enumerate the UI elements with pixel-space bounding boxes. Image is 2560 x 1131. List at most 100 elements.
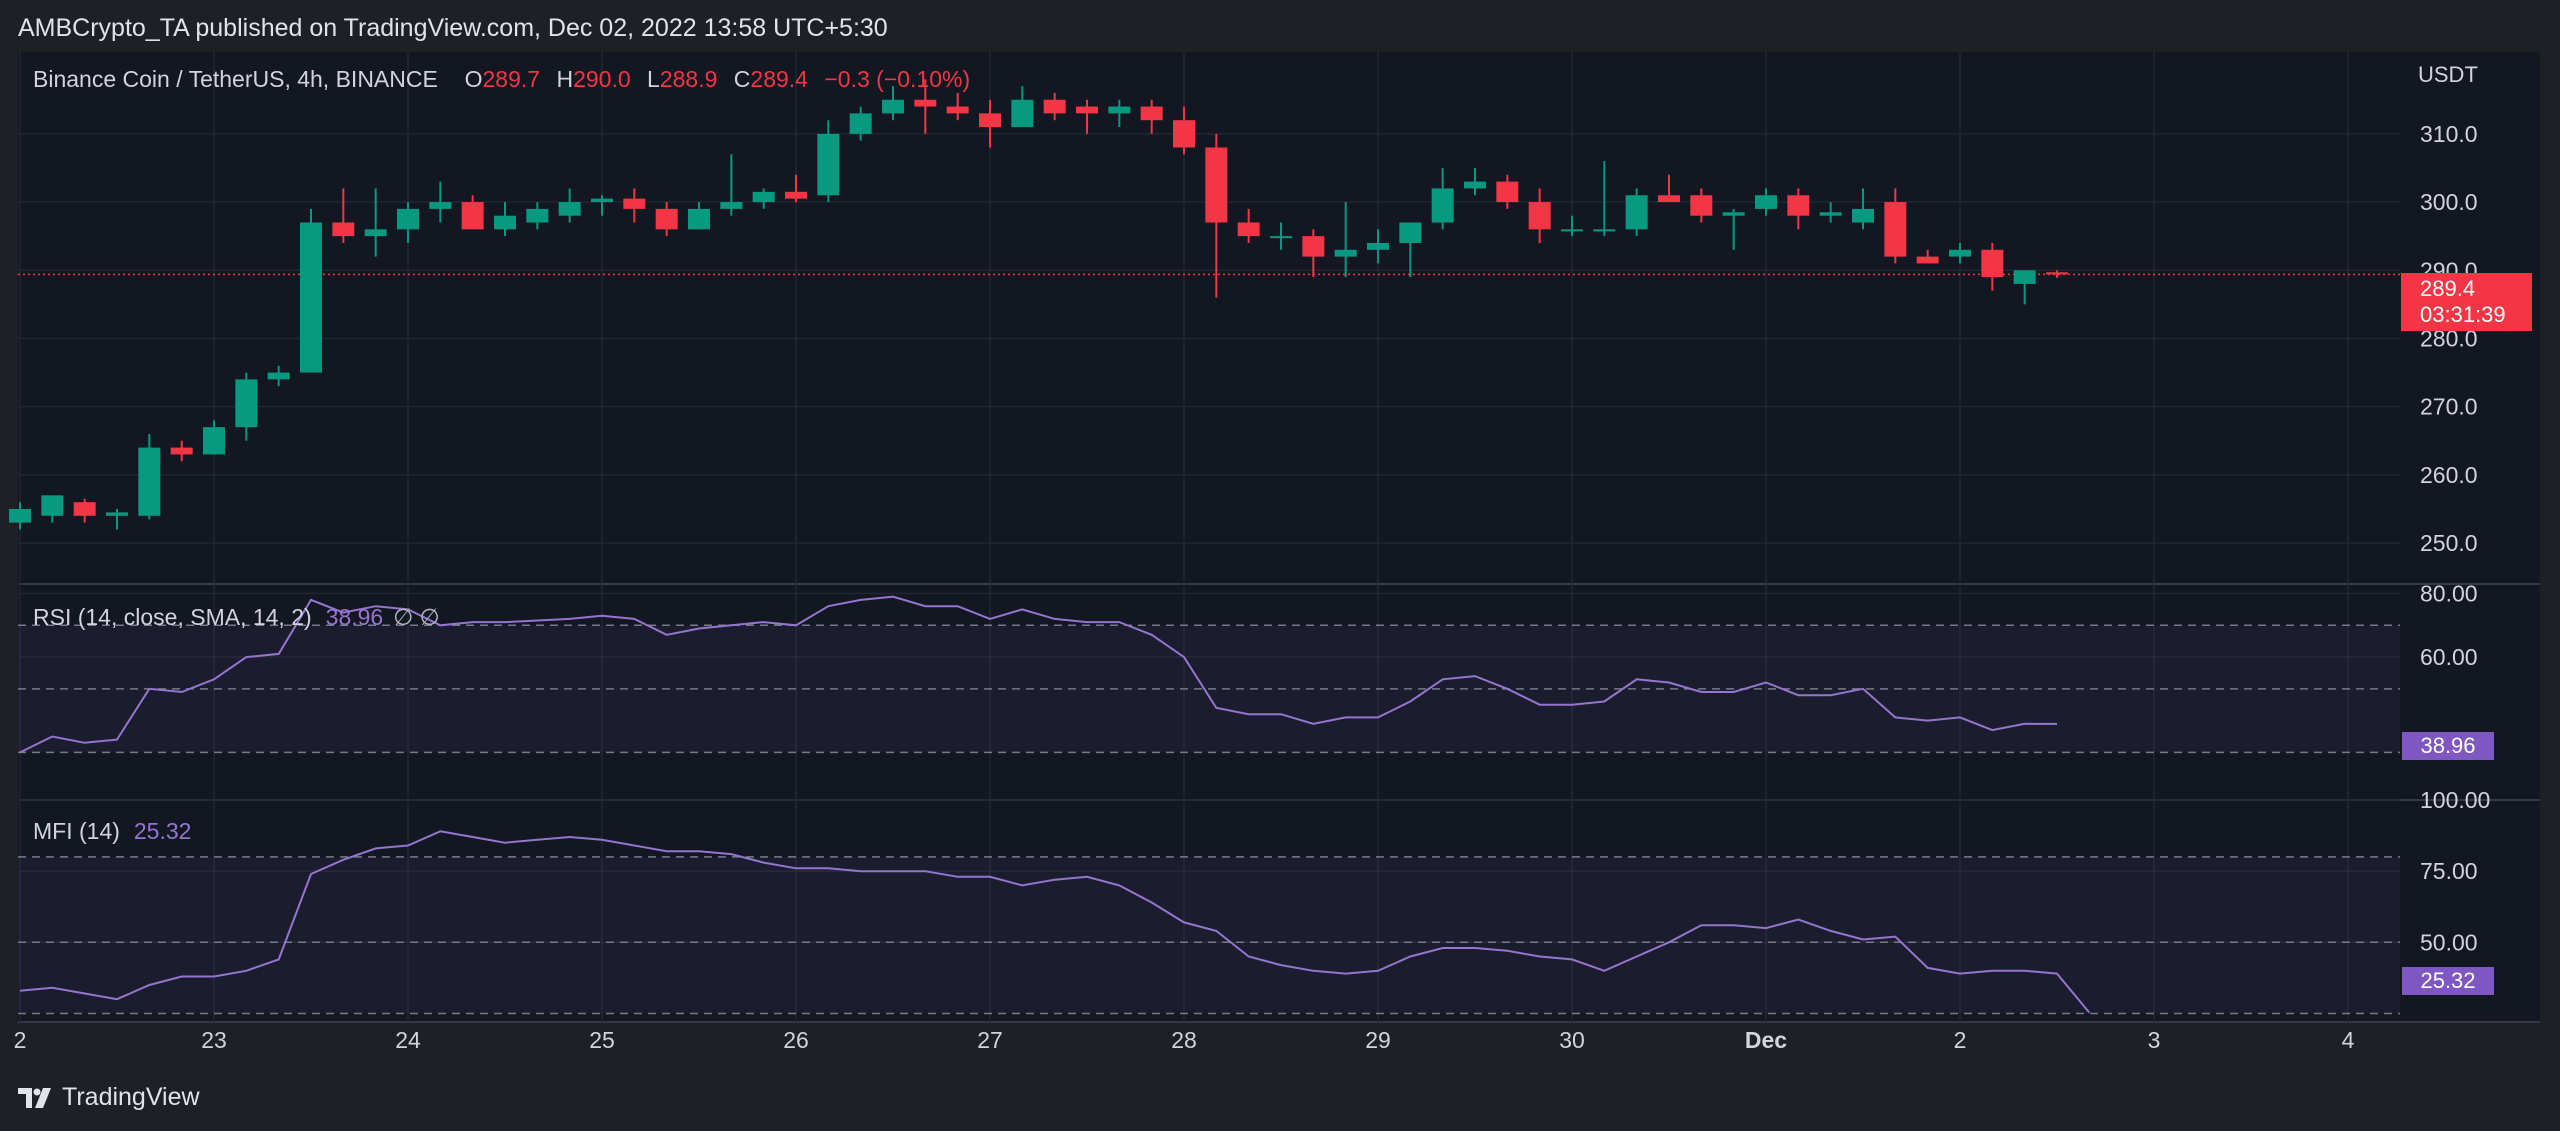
candle-up[interactable] <box>1593 161 1616 237</box>
candle-up[interactable] <box>364 188 387 257</box>
candle-up[interactable] <box>1011 86 1034 128</box>
candle-down[interactable] <box>1140 99 1163 134</box>
candle-down[interactable] <box>1237 208 1260 243</box>
candle-down[interactable] <box>1205 133 1228 298</box>
candle-up[interactable] <box>1464 167 1486 196</box>
candle-body <box>1593 229 1616 232</box>
time-axis-label: 24 <box>395 1027 421 1053</box>
candle-down[interactable] <box>1981 242 2004 291</box>
candle-down[interactable] <box>979 99 1001 148</box>
candle-up[interactable] <box>1561 215 1583 237</box>
candle-up[interactable] <box>203 420 225 455</box>
candle-body <box>429 202 452 209</box>
candle-up[interactable] <box>720 154 743 216</box>
candle-up[interactable] <box>1431 167 1454 230</box>
candle-up[interactable] <box>494 202 516 237</box>
candle-up[interactable] <box>752 188 775 209</box>
candle-up[interactable] <box>1755 188 1777 216</box>
candle-up[interactable] <box>1949 242 1971 264</box>
time-axis-label: 30 <box>1559 1027 1585 1053</box>
candle-down[interactable] <box>655 202 678 237</box>
candle-down[interactable] <box>1302 229 1325 278</box>
mfi-band-fill <box>18 856 2400 1014</box>
symbol-title[interactable]: Binance Coin / TetherUS, 4h, BINANCE <box>33 66 438 92</box>
candlestick-series[interactable] <box>9 79 2068 530</box>
candle-up[interactable] <box>591 195 613 216</box>
candle-body <box>494 215 516 230</box>
candle-up[interactable] <box>1367 229 1389 264</box>
candle-up[interactable] <box>300 208 322 373</box>
candle-down[interactable] <box>1884 188 1907 264</box>
candle-up[interactable] <box>1334 202 1357 278</box>
candle-up[interactable] <box>1852 188 1874 230</box>
candle-up[interactable] <box>429 181 452 223</box>
candle-up[interactable] <box>267 365 290 387</box>
tradingview-logo[interactable]: TradingView <box>18 1083 200 1112</box>
candle-up[interactable] <box>235 372 258 441</box>
tradingview-logo-icon <box>18 1087 51 1108</box>
candle-body <box>785 191 807 199</box>
candle-down[interactable] <box>1173 106 1195 155</box>
candle-down[interactable] <box>1690 188 1713 223</box>
candle-up[interactable] <box>1819 202 1842 223</box>
candle-down[interactable] <box>170 440 193 462</box>
candle-up[interactable] <box>1722 208 1745 250</box>
candle-body <box>1981 249 2004 278</box>
candle-up[interactable] <box>817 120 840 203</box>
candle-body <box>1561 229 1583 232</box>
candle-body <box>300 222 322 373</box>
mfi-value: 25.32 <box>133 818 192 844</box>
candle-down[interactable] <box>1496 174 1519 209</box>
candle-up[interactable] <box>1270 222 1292 250</box>
candle-body <box>979 113 1001 128</box>
candle-down[interactable] <box>1043 92 1066 121</box>
candle-body <box>1270 236 1292 239</box>
candle-body <box>106 512 128 516</box>
candle-up[interactable] <box>882 86 904 121</box>
currency-label[interactable]: USDT <box>2418 62 2478 87</box>
mfi-axis-label: 50.00 <box>2420 929 2478 955</box>
candle-down[interactable] <box>2046 270 2068 278</box>
time-axis-label: 27 <box>977 1027 1003 1053</box>
candle-up[interactable] <box>1108 99 1131 128</box>
rsi-value: 38.96 <box>325 604 384 630</box>
rsi-legend[interactable]: RSI (14, close, SMA, 14, 2) 38.96 ∅ ∅ <box>33 604 440 631</box>
candle-down[interactable] <box>461 195 484 230</box>
candle-down[interactable] <box>332 188 355 243</box>
candle-body <box>1528 202 1551 230</box>
candle-up[interactable] <box>849 106 872 141</box>
candle-up[interactable] <box>397 202 419 243</box>
candle-up[interactable] <box>1399 222 1422 278</box>
candle-up[interactable] <box>526 202 549 230</box>
price-axis-label: 300.0 <box>2420 189 2478 215</box>
time-axis-label: 25 <box>589 1027 615 1053</box>
candle-up[interactable] <box>2013 270 2036 305</box>
candle-down[interactable] <box>1658 174 1680 203</box>
mfi-legend[interactable]: MFI (14) 25.32 <box>33 818 191 845</box>
candle-down[interactable] <box>1787 188 1810 230</box>
candle-body <box>655 208 678 230</box>
candle-down[interactable] <box>946 92 969 121</box>
price-axis-label: 310.0 <box>2420 121 2478 147</box>
candle-up[interactable] <box>106 508 128 530</box>
candle-up[interactable] <box>558 188 581 223</box>
candle-body <box>1625 195 1648 230</box>
candle-down[interactable] <box>1916 249 1939 264</box>
candle-body <box>1205 147 1228 223</box>
axis-labels: 2 23 24 25 26 27 28 29 30 Dec 2 3 4250.0260.0270.028… <box>14 121 2491 1053</box>
candle-down[interactable] <box>623 188 646 223</box>
candle-down[interactable] <box>914 79 937 134</box>
candle-down[interactable] <box>1076 99 1098 134</box>
candle-down[interactable] <box>785 174 807 203</box>
candle-up[interactable] <box>41 495 64 523</box>
candle-up[interactable] <box>1625 188 1648 237</box>
candle-body <box>235 379 258 428</box>
candle-down[interactable] <box>73 498 96 523</box>
candle-body <box>203 427 225 455</box>
candle-down[interactable] <box>1528 188 1551 243</box>
candle-up[interactable] <box>138 433 161 520</box>
candle-up[interactable] <box>9 502 31 530</box>
candle-up[interactable] <box>688 202 710 230</box>
candle-body <box>1916 256 1939 264</box>
